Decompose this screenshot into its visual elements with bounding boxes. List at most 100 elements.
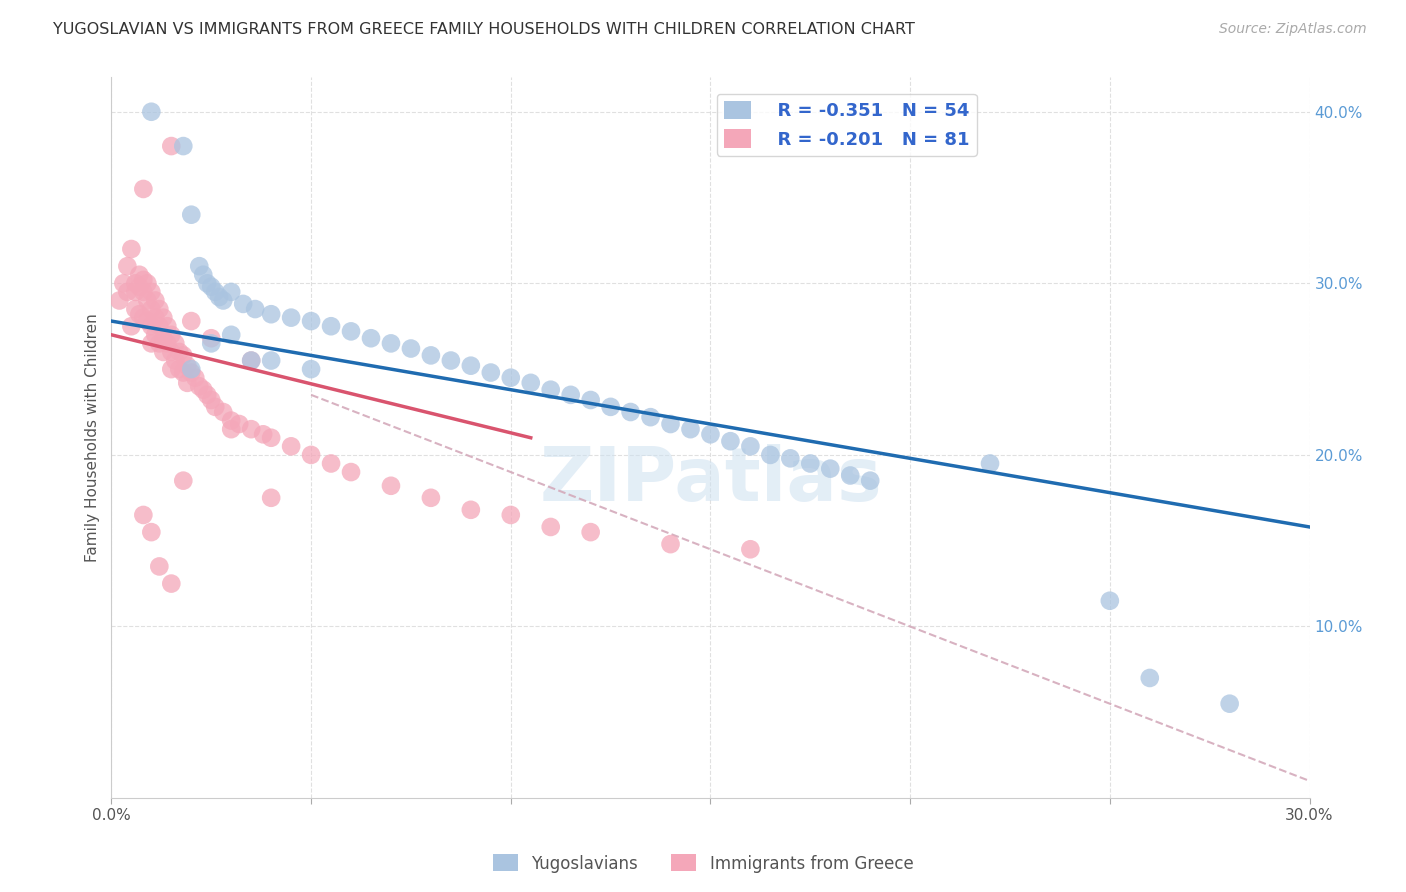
- Point: [499, 370, 522, 384]
- Point: [699, 427, 721, 442]
- Point: [460, 503, 482, 517]
- Point: [117, 285, 139, 299]
- Point: [560, 388, 582, 402]
- Point: [108, 293, 131, 308]
- Point: [172, 474, 194, 488]
- Point: [240, 353, 263, 368]
- Point: [156, 336, 179, 351]
- Point: [979, 457, 1001, 471]
- Point: [172, 139, 194, 153]
- Point: [204, 285, 226, 299]
- Point: [620, 405, 643, 419]
- Point: [160, 345, 183, 359]
- Point: [169, 362, 191, 376]
- Point: [148, 301, 170, 316]
- Point: [599, 400, 621, 414]
- Point: [188, 379, 211, 393]
- Point: [143, 327, 166, 342]
- Point: [143, 310, 166, 325]
- Point: [148, 336, 170, 351]
- Point: [540, 383, 562, 397]
- Point: [204, 400, 226, 414]
- Point: [141, 104, 163, 119]
- Point: [169, 345, 191, 359]
- Point: [141, 285, 163, 299]
- Point: [260, 307, 283, 321]
- Point: [176, 376, 198, 390]
- Point: [759, 448, 782, 462]
- Point: [152, 310, 174, 325]
- Point: [195, 277, 218, 291]
- Point: [132, 182, 155, 196]
- Point: [160, 139, 183, 153]
- Point: [219, 414, 242, 428]
- Point: [1098, 593, 1121, 607]
- Point: [299, 362, 322, 376]
- Point: [132, 285, 155, 299]
- Point: [188, 259, 211, 273]
- Point: [143, 293, 166, 308]
- Point: [160, 362, 183, 376]
- Y-axis label: Family Households with Children: Family Households with Children: [86, 313, 100, 562]
- Point: [200, 336, 222, 351]
- Point: [280, 439, 302, 453]
- Point: [132, 508, 155, 522]
- Point: [160, 576, 183, 591]
- Point: [193, 383, 215, 397]
- Point: [380, 336, 402, 351]
- Point: [240, 422, 263, 436]
- Point: [779, 451, 801, 466]
- Point: [640, 410, 662, 425]
- Point: [659, 537, 682, 551]
- Point: [200, 331, 222, 345]
- Point: [136, 277, 159, 291]
- Text: YUGOSLAVIAN VS IMMIGRANTS FROM GREECE FAMILY HOUSEHOLDS WITH CHILDREN CORRELATIO: YUGOSLAVIAN VS IMMIGRANTS FROM GREECE FA…: [53, 22, 915, 37]
- Point: [260, 431, 283, 445]
- Point: [128, 307, 150, 321]
- Point: [176, 359, 198, 373]
- Point: [479, 366, 502, 380]
- Point: [319, 457, 342, 471]
- Point: [280, 310, 302, 325]
- Legend: Yugoslavians, Immigrants from Greece: Yugoslavians, Immigrants from Greece: [486, 847, 920, 880]
- Point: [180, 314, 202, 328]
- Point: [208, 290, 231, 304]
- Point: [152, 331, 174, 345]
- Point: [120, 242, 142, 256]
- Point: [219, 327, 242, 342]
- Point: [240, 353, 263, 368]
- Point: [579, 525, 602, 540]
- Point: [200, 392, 222, 407]
- Point: [679, 422, 702, 436]
- Point: [120, 319, 142, 334]
- Text: Source: ZipAtlas.com: Source: ZipAtlas.com: [1219, 22, 1367, 37]
- Point: [360, 331, 382, 345]
- Point: [219, 422, 242, 436]
- Point: [152, 345, 174, 359]
- Point: [200, 279, 222, 293]
- Legend:   R = -0.351   N = 54,   R = -0.201   N = 81: R = -0.351 N = 54, R = -0.201 N = 81: [717, 94, 977, 156]
- Point: [160, 327, 183, 342]
- Point: [141, 525, 163, 540]
- Point: [540, 520, 562, 534]
- Point: [117, 259, 139, 273]
- Point: [232, 297, 254, 311]
- Point: [1219, 697, 1241, 711]
- Point: [172, 366, 194, 380]
- Point: [148, 559, 170, 574]
- Point: [165, 353, 187, 368]
- Point: [579, 392, 602, 407]
- Point: [519, 376, 541, 390]
- Point: [180, 362, 202, 376]
- Point: [172, 348, 194, 362]
- Point: [219, 285, 242, 299]
- Point: [859, 474, 882, 488]
- Point: [128, 268, 150, 282]
- Point: [128, 279, 150, 293]
- Point: [180, 208, 202, 222]
- Point: [299, 448, 322, 462]
- Point: [193, 268, 215, 282]
- Point: [165, 336, 187, 351]
- Point: [195, 388, 218, 402]
- Point: [112, 277, 135, 291]
